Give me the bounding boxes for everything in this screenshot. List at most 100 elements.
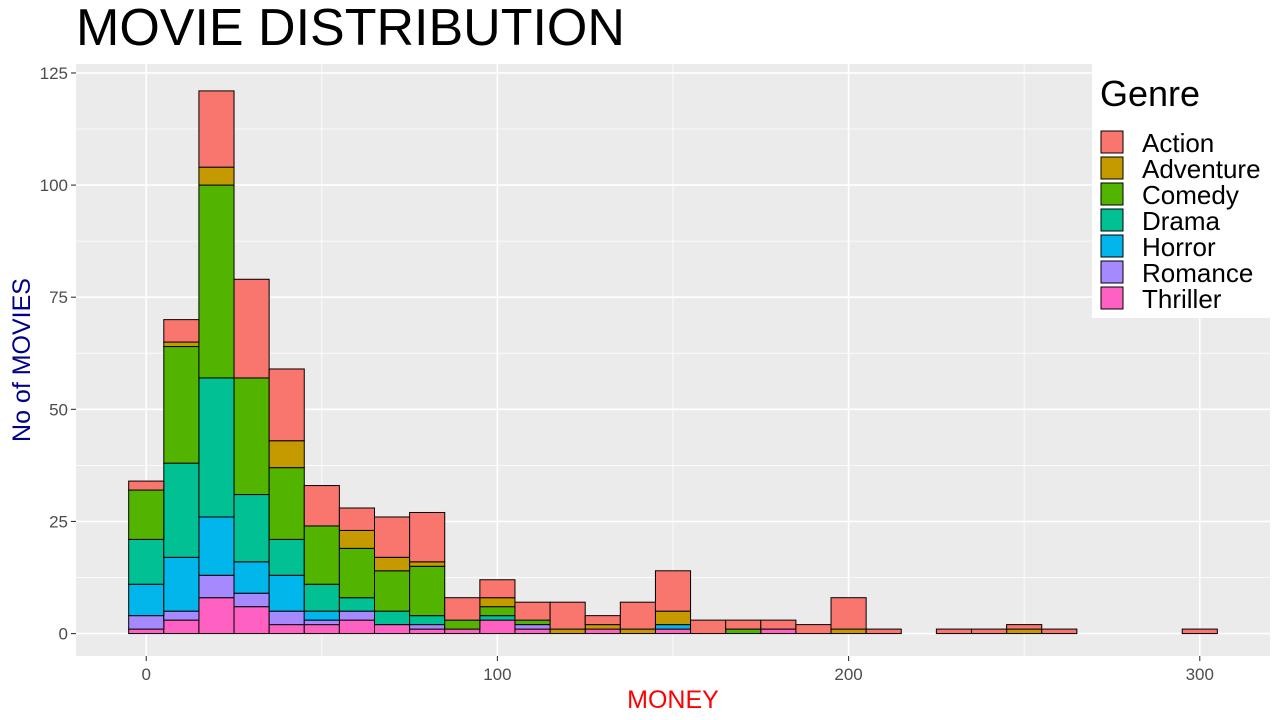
legend-swatch-thriller bbox=[1100, 286, 1124, 310]
grid-lines bbox=[76, 64, 1270, 656]
chart-title: MOVIE DISTRIBUTION bbox=[76, 0, 625, 57]
bar-action bbox=[549, 601, 586, 630]
bar-comedy bbox=[268, 467, 305, 540]
bar-action bbox=[725, 619, 762, 630]
bar-horror bbox=[128, 583, 165, 617]
y-tick-label: 50 bbox=[49, 400, 68, 419]
bar-action bbox=[338, 507, 375, 531]
bar-action bbox=[128, 480, 165, 491]
legend-title: Genre bbox=[1100, 73, 1200, 114]
bar-thriller bbox=[479, 619, 516, 635]
bar-romance bbox=[338, 610, 375, 621]
bar-action bbox=[795, 624, 832, 635]
axes: 0 25 50 75 100 125 0 100 200 300 MONEY No of MOVIES bbox=[8, 64, 1214, 714]
y-tick-label: 100 bbox=[40, 176, 68, 195]
bar-horror bbox=[198, 516, 235, 576]
bar-action bbox=[1006, 624, 1043, 630]
bar-action bbox=[690, 619, 727, 635]
bar-thriller bbox=[233, 606, 270, 635]
bar-comedy bbox=[338, 547, 375, 599]
bar-horror bbox=[163, 556, 200, 612]
bar-thriller bbox=[514, 628, 551, 635]
bar-adventure bbox=[409, 561, 446, 567]
bar-action bbox=[233, 278, 270, 379]
bar-action bbox=[198, 90, 235, 168]
bar-thriller bbox=[654, 628, 692, 635]
bar-drama bbox=[163, 462, 200, 558]
bar-adventure bbox=[338, 529, 375, 549]
bar-action bbox=[268, 368, 305, 442]
bar-thriller bbox=[303, 624, 340, 635]
x-tick-label: 300 bbox=[1186, 665, 1214, 684]
bar-adventure bbox=[1006, 628, 1043, 635]
bar-action bbox=[1181, 628, 1218, 635]
bar-drama bbox=[128, 538, 165, 585]
bar-comedy bbox=[725, 628, 762, 635]
legend-label-romance: Romance bbox=[1142, 258, 1253, 288]
bar-drama bbox=[198, 377, 235, 518]
bar-action bbox=[971, 628, 1008, 635]
bar-thriller bbox=[444, 628, 481, 635]
legend-label-drama: Drama bbox=[1142, 206, 1221, 236]
bar-action bbox=[303, 485, 340, 527]
bar-drama bbox=[268, 538, 305, 576]
bar-drama bbox=[338, 597, 375, 612]
x-axis-title: MONEY bbox=[627, 686, 719, 714]
bar-comedy bbox=[479, 606, 516, 617]
legend-swatch-comedy bbox=[1100, 182, 1124, 206]
x-tick-label: 200 bbox=[834, 665, 862, 684]
bar-thriller bbox=[268, 624, 305, 635]
bar-action bbox=[619, 601, 656, 630]
bar-adventure bbox=[198, 166, 235, 186]
bar-action bbox=[830, 597, 867, 630]
legend-swatch-drama bbox=[1100, 208, 1124, 232]
legend-label-action: Action bbox=[1142, 128, 1214, 158]
legend: Genre ActionAdventureComedyDramaHorrorRom… bbox=[1092, 64, 1280, 318]
bar-adventure bbox=[163, 341, 200, 348]
bar-action bbox=[584, 615, 621, 626]
bar-drama bbox=[374, 610, 411, 626]
bar-action bbox=[514, 601, 551, 621]
bar-thriller bbox=[198, 597, 235, 635]
y-tick-label: 75 bbox=[49, 288, 68, 307]
bar-horror bbox=[654, 624, 692, 630]
bar-thriller bbox=[163, 619, 200, 635]
bar-romance bbox=[128, 615, 165, 630]
bar-drama bbox=[479, 615, 516, 621]
legend-label-thriller: Thriller bbox=[1142, 284, 1222, 314]
bar-comedy bbox=[444, 619, 481, 630]
legend-label-comedy: Comedy bbox=[1142, 180, 1239, 210]
bar-comedy bbox=[409, 565, 446, 617]
bar-action bbox=[163, 319, 200, 343]
bar-thriller bbox=[409, 628, 446, 635]
bar-romance bbox=[268, 610, 305, 626]
bar-action bbox=[479, 579, 516, 599]
bar-thriller bbox=[584, 628, 621, 635]
x-tick-label: 0 bbox=[142, 665, 151, 684]
bar-action bbox=[444, 597, 481, 621]
bar-adventure bbox=[584, 624, 621, 630]
bar-horror bbox=[268, 574, 305, 612]
bar-action bbox=[935, 628, 972, 635]
bar-action bbox=[760, 619, 797, 630]
bar-comedy bbox=[233, 377, 270, 496]
legend-swatch-action bbox=[1100, 130, 1124, 154]
bar-romance bbox=[409, 624, 446, 630]
legend-swatch-adventure bbox=[1100, 156, 1124, 180]
bar-romance bbox=[198, 574, 235, 599]
bars-layer bbox=[128, 90, 1218, 635]
legend-swatch-horror bbox=[1100, 234, 1124, 258]
y-axis-title: No of MOVIES bbox=[8, 278, 36, 442]
bar-adventure bbox=[654, 610, 692, 626]
bar-adventure bbox=[830, 628, 867, 635]
bar-action bbox=[654, 570, 692, 612]
bar-thriller bbox=[760, 628, 797, 635]
bar-adventure bbox=[479, 597, 516, 608]
x-tick-label: 100 bbox=[483, 665, 511, 684]
bar-action bbox=[409, 511, 446, 563]
legend-label-adventure: Adventure bbox=[1142, 154, 1261, 184]
bar-comedy bbox=[198, 184, 235, 379]
y-tick-label: 0 bbox=[59, 625, 68, 644]
y-tick-label: 125 bbox=[40, 64, 68, 83]
